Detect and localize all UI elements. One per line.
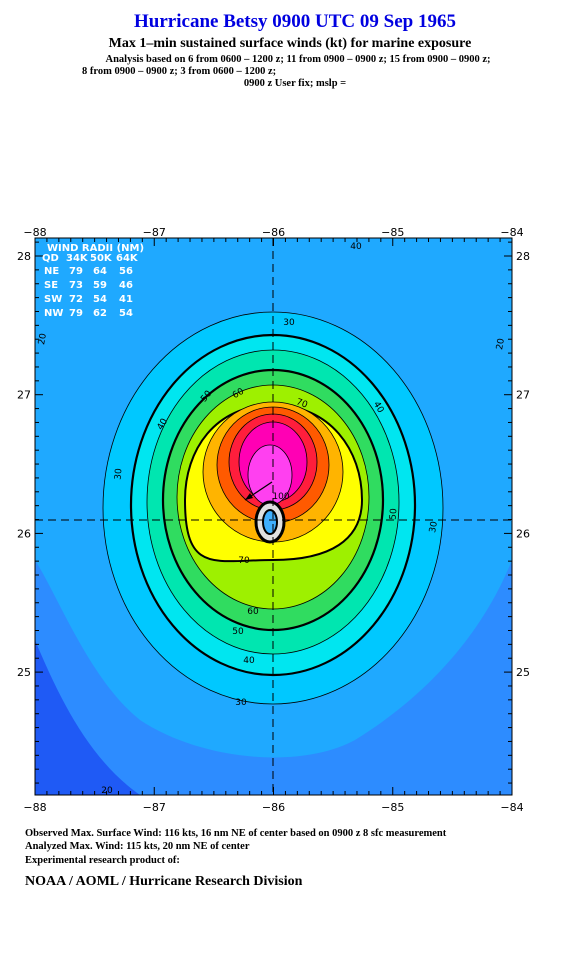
wind-radii-cell: 79 [69, 308, 83, 319]
y-tick-label: 25 [17, 666, 31, 679]
x-tick-label: −86 [262, 801, 285, 814]
x-tick-label: −87 [143, 801, 166, 814]
wind-field [35, 238, 512, 795]
wind-radii-cell: NW [44, 308, 63, 319]
contour-label: 50 [389, 508, 400, 521]
wind-radii-cell: 73 [69, 280, 83, 291]
x-tick-label: −85 [381, 801, 404, 814]
y-tick-label: 27 [516, 389, 530, 402]
contour-label: 70 [238, 556, 250, 566]
analysis-line: 0900 z User fix; mslp = [244, 78, 346, 89]
contour-label: 100 [272, 492, 289, 502]
wind-radii-cell: 46 [119, 280, 133, 291]
wind-radii-cell: 54 [93, 294, 107, 305]
analysis-line: 8 from 0900 – 0900 z; 3 from 0600 – 1200… [82, 66, 276, 77]
contour-label: 40 [350, 242, 362, 252]
contour-label: 30 [114, 468, 125, 481]
wind-radii-header: QD [42, 253, 59, 264]
contour-label: 40 [243, 656, 255, 666]
wind-radii-cell: 79 [69, 266, 83, 277]
wind-radii-cell: 64 [93, 266, 107, 277]
wind-radii-header: 50K [90, 253, 113, 264]
wind-radii-cell: 54 [119, 308, 133, 319]
wind-radii-cell: 41 [119, 294, 133, 305]
contour-label: 20 [37, 332, 49, 345]
footer-line: Analyzed Max. Wind: 115 kts, 20 nm NE of… [25, 841, 250, 852]
y-tick-label: 25 [516, 666, 530, 679]
y-tick-label: 26 [17, 527, 31, 540]
contour-label: 50 [232, 627, 244, 637]
y-tick-label: 26 [516, 527, 530, 540]
x-tick-label: −87 [143, 226, 166, 239]
x-tick-label: −85 [381, 226, 404, 239]
contour-label: 70 [295, 397, 309, 410]
wind-radii-cell: 62 [93, 308, 107, 319]
ticks [34, 238, 513, 795]
wind-radii-cell: 56 [119, 266, 133, 277]
x-tick-label: −84 [500, 226, 523, 239]
labels: −88 −88 −87 −87 −86 −86 −85 −85 −84 −84 28 28 27 27 26… [17, 226, 530, 814]
analysis-line: Analysis based on 6 from 0600 – 1200 z; … [106, 54, 491, 65]
footer-org: NOAA / AOML / Hurricane Research Divisio… [25, 874, 303, 889]
footer-line: Experimental research product of: [25, 855, 180, 866]
x-tick-label: −86 [262, 226, 285, 239]
y-tick-label: 28 [17, 250, 31, 263]
x-tick-label: −88 [23, 801, 46, 814]
wind-radii-cell: SE [44, 280, 58, 291]
wind-radii-cell: 72 [69, 294, 83, 305]
wind-radii-header: 64K [116, 253, 139, 264]
x-tick-label: −84 [500, 801, 523, 814]
wind-radii-title: WIND RADII (NM) [47, 243, 144, 254]
contour-label: 30 [428, 520, 440, 533]
wind-radii-header: 34K [66, 253, 89, 264]
y-tick-label: 27 [17, 389, 31, 402]
contour-label: 20 [495, 337, 507, 350]
subtitle: Max 1–min sustained surface winds (kt) f… [109, 36, 472, 51]
wind-radii-cell: 59 [93, 280, 107, 291]
contour-label: 60 [247, 607, 259, 617]
wind-radii-cell: SW [44, 294, 62, 305]
contour-label: 30 [235, 698, 247, 708]
y-tick-label: 28 [516, 250, 530, 263]
footer-line: Observed Max. Surface Wind: 116 kts, 16 … [25, 828, 447, 839]
contour-label: 20 [101, 786, 113, 796]
title: Hurricane Betsy 0900 UTC 09 Sep 1965 [134, 11, 456, 32]
contour-label: 30 [283, 318, 295, 328]
wind-radii-cell: NE [44, 266, 59, 277]
x-tick-label: −88 [23, 226, 46, 239]
